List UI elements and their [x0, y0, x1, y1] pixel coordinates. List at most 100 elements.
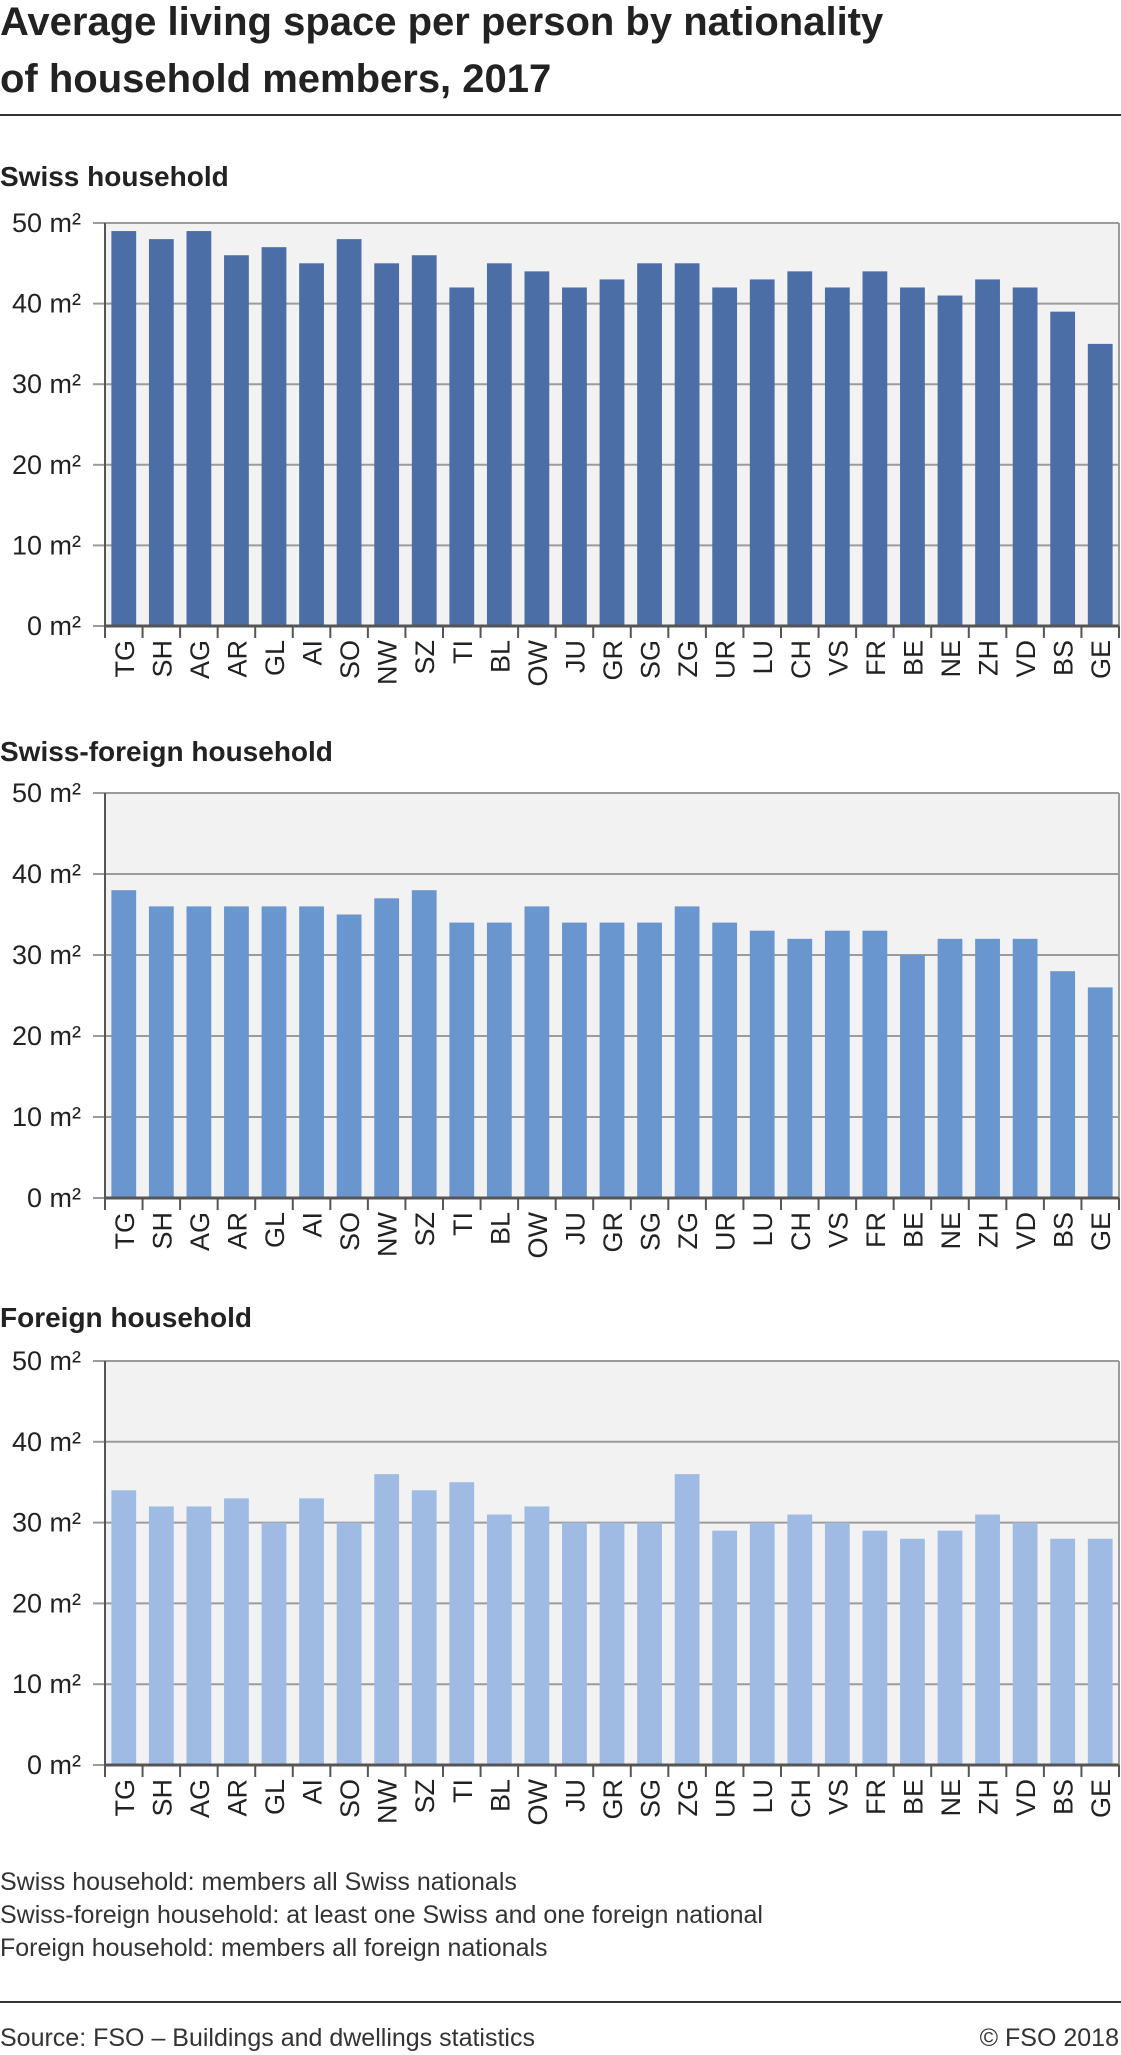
- swiss-household-bar-zh: [975, 279, 1000, 626]
- swiss-foreign-household-xtick-label: GL: [260, 1212, 290, 1248]
- swiss-foreign-household-xtick-label: ZG: [673, 1212, 703, 1250]
- swiss-household-chart: Swiss household 0 m² 10 m² 20 m² 30 m² 40 m² 5…: [0, 161, 1120, 687]
- swiss-foreign-household-xtick-label: AR: [222, 1212, 252, 1250]
- foreign-household-bar-bl: [486, 1514, 512, 1765]
- swiss-foreign-household-bar-bl: [486, 922, 512, 1198]
- foreign-household-xtick-label: BS: [1049, 1779, 1079, 1815]
- foreign-household-bar-gl: [261, 1522, 287, 1765]
- swiss-foreign-household-xtick-label: ZH: [974, 1212, 1004, 1248]
- swiss-foreign-household-ytick-label: 50 m²: [12, 778, 81, 808]
- swiss-foreign-household-xtick-label: TG: [110, 1212, 140, 1250]
- swiss-foreign-household-xtick-label: NW: [373, 1211, 403, 1256]
- swiss-household-xtick-label: BE: [898, 640, 928, 676]
- swiss-foreign-household-xtick-label: OW: [523, 1211, 553, 1258]
- foreign-household-xtick-label: SO: [335, 1779, 365, 1818]
- foreign-household-ytick-label: 40 m²: [12, 1427, 81, 1457]
- swiss-foreign-household-bar-ur: [712, 922, 738, 1198]
- swiss-household-bar-vd: [1012, 287, 1038, 626]
- note-foreign: Foreign household: members all foreign n…: [0, 1934, 548, 1962]
- swiss-household-ytick-label: 30 m²: [12, 369, 81, 399]
- swiss-foreign-household-xtick-label: GE: [1086, 1212, 1116, 1251]
- swiss-foreign-household-xtick-label: AI: [298, 1212, 328, 1238]
- swiss-foreign-household-bar-ch: [787, 938, 813, 1198]
- swiss-household-bar-ag: [186, 231, 212, 626]
- swiss-foreign-household-xtick-label: SO: [335, 1212, 365, 1251]
- swiss-foreign-household-bar-sz: [411, 890, 437, 1198]
- swiss-household-xtick-label: BS: [1049, 640, 1079, 676]
- swiss-foreign-household-bar-bs: [1050, 971, 1076, 1198]
- foreign-household-bar-tg: [111, 1490, 137, 1765]
- swiss-household-xtick-label: BL: [485, 640, 515, 673]
- swiss-household-ytick-label: 40 m²: [12, 289, 81, 319]
- swiss-household-bar-ju: [562, 287, 587, 626]
- foreign-household-bar-sh: [148, 1506, 174, 1765]
- foreign-household-bar-lu: [749, 1522, 775, 1765]
- foreign-household-xtick-label: AR: [222, 1779, 252, 1817]
- foreign-household-xtick-label: AI: [298, 1779, 328, 1805]
- swiss-foreign-household-xtick-label: VD: [1011, 1212, 1041, 1250]
- foreign-household-bar-ti: [449, 1482, 475, 1765]
- foreign-household-bar-vd: [1012, 1522, 1038, 1765]
- swiss-household-xtick-label: UR: [711, 640, 741, 679]
- swiss-foreign-household-bar-vd: [1012, 938, 1038, 1198]
- foreign-household-ytick-label: 10 m²: [12, 1669, 81, 1699]
- foreign-household-ytick-label: 50 m²: [12, 1346, 81, 1376]
- foreign-household-xtick-label: FR: [861, 1779, 891, 1815]
- swiss-foreign-household-bar-ar: [224, 906, 249, 1198]
- foreign-household-chart: Foreign household 0 m² 10 m² 20 m² 30 m² 40 m…: [0, 1302, 1120, 1826]
- swiss-household-xtick-label: SH: [147, 640, 177, 678]
- foreign-household-xtick-label: GE: [1086, 1779, 1116, 1818]
- foreign-household-xtick-label: SH: [147, 1779, 177, 1817]
- swiss-household-xtick-label: GE: [1086, 640, 1116, 679]
- swiss-household-bar-ge: [1087, 343, 1113, 626]
- foreign-household-bar-ow: [524, 1506, 550, 1765]
- swiss-foreign-household-bar-vs: [824, 930, 850, 1198]
- swiss-household-xtick-label: JU: [560, 640, 590, 673]
- swiss-household-xtick-label: CH: [786, 640, 816, 679]
- swiss-foreign-household-bar-sg: [637, 922, 662, 1198]
- swiss-household-xtick-label: AR: [222, 640, 252, 678]
- swiss-household-bar-bs: [1050, 311, 1076, 626]
- swiss-foreign-household-chart: Swiss-foreign household 0 m² 10 m² 20 m² 30 …: [0, 736, 1120, 1259]
- swiss-foreign-household-xtick-label: SZ: [410, 1212, 440, 1247]
- foreign-household-xtick-label: TG: [110, 1779, 140, 1817]
- swiss-household-bar-tg: [111, 231, 137, 626]
- foreign-household-xtick-label: NW: [373, 1778, 403, 1823]
- swiss-household-bar-lu: [749, 279, 775, 626]
- swiss-foreign-household-xtick-label: CH: [786, 1212, 816, 1251]
- foreign-household-bar-ur: [712, 1530, 738, 1765]
- swiss-household-bar-gr: [599, 279, 625, 626]
- swiss-household-xtick-label: SO: [335, 640, 365, 679]
- copyright-text: © FSO 2018: [980, 2024, 1119, 2052]
- swiss-foreign-household-xtick-label: VS: [823, 1212, 853, 1248]
- swiss-foreign-household-xtick-label: SG: [636, 1212, 666, 1251]
- foreign-household-xtick-label: NE: [936, 1779, 966, 1817]
- foreign-household-xtick-label: ZG: [673, 1779, 703, 1817]
- swiss-household-xtick-label: ZH: [974, 640, 1004, 676]
- swiss-household-bar-nw: [374, 263, 400, 626]
- swiss-foreign-household-bar-zg: [674, 906, 700, 1198]
- swiss-household-xtick-label: GL: [260, 640, 290, 676]
- foreign-household-xtick-label: VD: [1011, 1779, 1041, 1817]
- swiss-household-xtick-label: OW: [523, 639, 553, 686]
- swiss-foreign-household-xtick-label: BS: [1049, 1212, 1079, 1248]
- swiss-household-bar-ne: [937, 295, 963, 626]
- swiss-foreign-household-bar-be: [900, 955, 925, 1198]
- swiss-foreign-household-bar-gr: [599, 922, 625, 1198]
- swiss-foreign-household-bar-ge: [1087, 987, 1113, 1198]
- swiss-household-bar-ow: [524, 271, 550, 626]
- swiss-foreign-household-bar-lu: [749, 930, 775, 1198]
- foreign-household-xtick-label: TI: [448, 1779, 478, 1803]
- swiss-household-bar-sz: [411, 255, 437, 627]
- foreign-household-ytick-label: 0 m²: [27, 1750, 81, 1780]
- swiss-household-xtick-label: AG: [185, 640, 215, 679]
- swiss-foreign-household-xtick-label: UR: [711, 1212, 741, 1251]
- swiss-household-ytick-label: 0 m²: [27, 611, 81, 641]
- swiss-household-bar-ti: [449, 287, 475, 626]
- swiss-household-bar-ch: [787, 271, 813, 626]
- foreign-household-xtick-label: OW: [523, 1778, 553, 1825]
- swiss-household-xtick-label: VD: [1011, 640, 1041, 678]
- swiss-foreign-household-bar-ti: [449, 922, 475, 1198]
- chart-panels: Swiss household 0 m² 10 m² 20 m² 30 m² 40 m² 5…: [0, 161, 1120, 1826]
